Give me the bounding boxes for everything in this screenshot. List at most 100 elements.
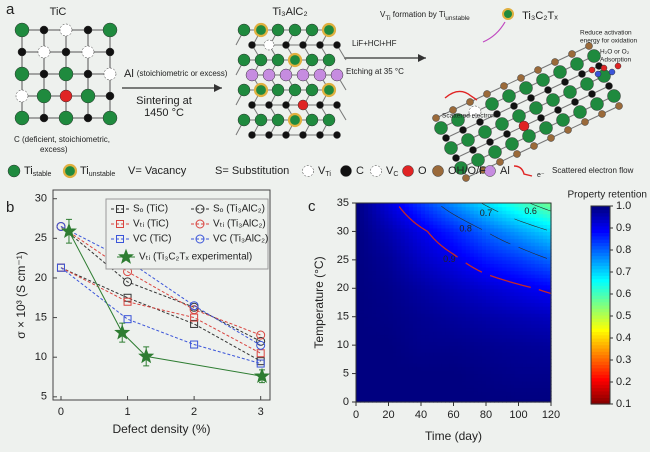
heat-cell (522, 270, 528, 275)
heat-cell (396, 298, 402, 304)
heat-cell (534, 313, 540, 318)
heat-cell (368, 394, 373, 400)
heat-cell (534, 341, 540, 346)
heat-cell (477, 266, 483, 272)
heat-cell (445, 345, 451, 350)
heat-cell (502, 345, 507, 350)
heat-cell (372, 242, 377, 247)
heat-cell (408, 256, 414, 261)
colorbar-tick-label: 0.5 (616, 310, 631, 322)
heat-cell (368, 288, 373, 293)
heat-cell (360, 295, 365, 300)
heat-cell (376, 281, 381, 286)
heat-cell (437, 291, 442, 296)
ti-atom (237, 23, 251, 37)
heat-cell (449, 227, 455, 233)
heat-cell (498, 320, 503, 325)
c-atom (17, 47, 27, 57)
heat-cell (510, 224, 516, 229)
heat-cell (453, 259, 459, 265)
heat-cell (404, 380, 410, 385)
text: V (318, 165, 326, 177)
heat-cell (372, 355, 377, 360)
heat-cell (408, 291, 414, 296)
heat-cell (372, 313, 377, 318)
heat-cell (356, 309, 361, 314)
heat-cell (388, 227, 394, 233)
heat-cell (494, 227, 499, 233)
heat-cell (388, 270, 394, 275)
heat-cell (441, 394, 446, 400)
heat-cell (412, 366, 418, 371)
heat-cell (404, 323, 410, 328)
heat-cell (522, 377, 528, 382)
heat-cell (433, 352, 438, 357)
heat-cell (364, 224, 369, 229)
heat-cell (408, 234, 414, 240)
heat-cell (465, 256, 471, 261)
heat-cell (461, 341, 467, 346)
heat-cell (457, 220, 463, 225)
heat-cell (368, 227, 373, 233)
heat-cell (518, 330, 524, 336)
heat-cell (384, 366, 390, 371)
heat-cell (372, 266, 377, 272)
ti-atom (478, 125, 492, 139)
heat-cell (376, 387, 381, 392)
heat-cell (498, 227, 503, 233)
heat-cell (392, 266, 398, 272)
heat-cell (542, 306, 548, 311)
heat-cell (502, 370, 507, 375)
heat-cell (542, 295, 548, 300)
heat-cell (469, 362, 475, 368)
heat-cell (421, 345, 426, 350)
heat-cell (372, 224, 377, 229)
heat-cell (453, 291, 459, 296)
heat-cell (376, 291, 381, 296)
heat-cell (486, 366, 491, 371)
heat-cell (388, 309, 394, 314)
heat-cell (356, 274, 361, 279)
termination (483, 90, 491, 98)
heat-cell (356, 249, 361, 254)
heat-cell (364, 309, 369, 314)
heat-cell (486, 231, 491, 236)
heat-cell (453, 256, 459, 261)
heat-cell (538, 359, 544, 364)
heat-cell (449, 242, 455, 247)
heat-cell (445, 245, 451, 250)
heat-cell (465, 330, 471, 336)
heat-cell (486, 313, 491, 318)
heat-cell (408, 203, 414, 208)
heat-cell (449, 316, 455, 321)
heat-cell (481, 288, 487, 293)
heat-cell (437, 224, 442, 229)
heat-cell (481, 263, 487, 268)
heat-cell (498, 277, 503, 282)
colorbar-slice (591, 278, 610, 283)
heat-cell (526, 281, 532, 286)
heat-cell (360, 330, 365, 336)
heat-cell (376, 217, 381, 222)
heat-cell (416, 288, 422, 293)
heat-cell (506, 266, 511, 272)
heat-cell (469, 231, 475, 236)
heat-cell (404, 313, 410, 318)
heat-cell (372, 320, 377, 325)
heat-cell (490, 330, 495, 336)
heat-cell (380, 380, 386, 385)
heat-cell (437, 302, 442, 307)
heat-cell (538, 224, 544, 229)
heat-cell (473, 313, 479, 318)
heat-cell (445, 238, 451, 243)
heat-cell (384, 217, 390, 222)
ti-atom (454, 161, 468, 175)
c-atom (333, 41, 341, 49)
heat-cell (400, 242, 406, 247)
heat-cell (364, 398, 369, 403)
heat-cell (498, 313, 503, 318)
heat-cell (510, 338, 516, 343)
heat-cell (396, 224, 402, 229)
heat-cell (368, 203, 373, 208)
heat-cell (433, 302, 438, 307)
